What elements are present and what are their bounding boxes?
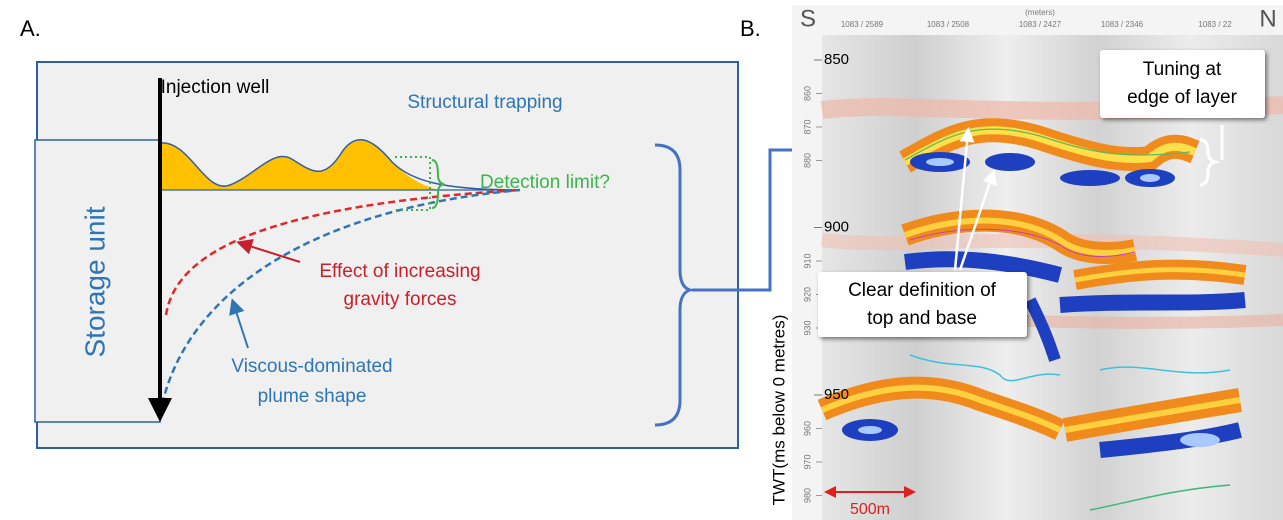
structural-trapping-label: Structural trapping <box>407 92 562 113</box>
definition-callout <box>818 272 1027 337</box>
plume-top <box>159 138 521 191</box>
zoom-brace <box>654 143 696 427</box>
depth-label: 920 <box>802 287 812 302</box>
base-arrow <box>958 169 997 271</box>
storage-box <box>34 139 161 423</box>
trace-label: 1083 / 2589 <box>841 20 884 29</box>
depth-label: 960 <box>802 421 812 436</box>
detection-box <box>395 156 431 211</box>
south-label: S <box>800 5 816 32</box>
tuning-callout <box>1100 50 1265 118</box>
depth-label: 900 <box>824 218 849 235</box>
storage-unit-label: Storage unit <box>79 206 110 357</box>
viscous-label: Viscous-dominated <box>231 356 392 377</box>
definition-label: top and base <box>867 308 977 329</box>
depth-label: 980 <box>802 488 812 503</box>
depth-label: 930 <box>802 320 812 335</box>
connector <box>692 148 792 292</box>
seismic-reflectors <box>817 96 1283 511</box>
north-label: N <box>1259 5 1276 32</box>
gravity-arrow <box>236 238 301 263</box>
definition-label: Clear definition of <box>848 280 997 301</box>
units-label: (meters) <box>1025 8 1055 17</box>
depth-label: 950 <box>824 386 849 403</box>
depth-label: 910 <box>802 253 812 268</box>
depth-label: 850 <box>824 51 849 68</box>
viscous-arrow <box>229 298 249 349</box>
gravity-label: gravity forces <box>344 289 457 310</box>
panel-label: B. <box>740 16 761 41</box>
injection-well-label: Injection well <box>161 77 270 98</box>
detection-limit-label: Detection limit? <box>480 172 610 193</box>
tuning-label: edge of layer <box>1127 87 1238 108</box>
panel-label: A. <box>20 16 41 41</box>
tuning-brace <box>1199 138 1221 187</box>
detection-brace <box>431 159 445 209</box>
top-arrow <box>953 127 975 271</box>
tuning-label: Tuning at <box>1143 59 1222 80</box>
axis-label: TWT(ms below 0 metres) <box>769 315 788 506</box>
gravity-label: Effect of increasing <box>319 261 480 282</box>
depth-label: 880 <box>802 153 812 168</box>
depth-label: 870 <box>802 119 812 134</box>
scale-label: 500m <box>850 501 890 518</box>
depth-label: 970 <box>802 454 812 469</box>
gravity-plume <box>164 188 521 316</box>
trace-label: 1083 / 2427 <box>1019 20 1062 29</box>
viscous-label: plume shape <box>258 386 367 407</box>
trace-label: 1083 / 2508 <box>927 20 970 29</box>
trace-label: 1083 / 22 <box>1198 20 1232 29</box>
depth-label: 860 <box>802 86 812 101</box>
trace-label: 1083 / 2346 <box>1101 20 1144 29</box>
viscous-plume <box>158 188 521 416</box>
